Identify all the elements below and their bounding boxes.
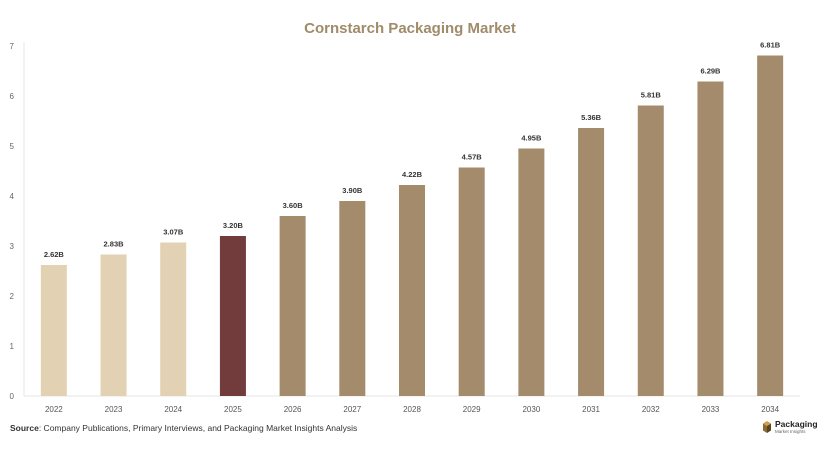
bar	[458, 167, 485, 396]
source-label: Source	[10, 423, 39, 433]
bar-value-label: 2.62B	[44, 250, 65, 259]
bar	[279, 216, 306, 396]
bar	[399, 185, 425, 396]
bar	[219, 236, 246, 396]
source-text: : Company Publications, Primary Intervie…	[38, 423, 358, 433]
bar	[637, 105, 664, 396]
x-tick-label: 2033	[702, 405, 720, 414]
brand-logo: Packaging Market Insights	[762, 420, 818, 434]
chart-title: Cornstarch Packaging Market	[304, 20, 516, 37]
y-tick-label: 7	[10, 42, 15, 51]
x-tick-label: 2031	[582, 405, 600, 414]
bar-value-label: 5.36B	[581, 113, 602, 122]
bar	[757, 55, 784, 396]
bar-value-label: 3.07B	[163, 228, 184, 237]
bar-value-label: 6.29B	[700, 67, 721, 76]
y-tick-label: 3	[10, 242, 15, 251]
bar-value-label: 3.60B	[283, 201, 304, 210]
brand-name: Packaging	[775, 419, 818, 429]
y-tick-label: 6	[10, 92, 15, 101]
bar	[40, 265, 67, 396]
x-tick-label: 2027	[343, 405, 361, 414]
x-tick-label: 2032	[642, 405, 660, 414]
bar-value-label: 4.95B	[521, 134, 542, 143]
y-tick-label: 4	[10, 192, 15, 201]
x-tick-label: 2023	[105, 405, 123, 414]
x-tick-label: 2029	[463, 405, 481, 414]
bar	[578, 128, 605, 396]
bar-value-label: 6.81B	[760, 41, 781, 50]
x-tick-label: 2025	[224, 405, 242, 414]
bar	[518, 148, 545, 396]
bar-value-label: 2.83B	[104, 240, 125, 249]
bar	[697, 81, 724, 396]
x-tick-label: 2028	[403, 405, 421, 414]
brand-subtitle: Market Insights	[775, 428, 806, 434]
x-tick-label: 2034	[761, 405, 779, 414]
x-tick-label: 2022	[45, 405, 63, 414]
source-note: Source: Company Publications, Primary In…	[10, 423, 357, 433]
bar-value-label: 4.22B	[402, 170, 423, 179]
y-tick-label: 0	[10, 392, 15, 401]
y-tick-label: 1	[10, 342, 15, 351]
y-tick-label: 2	[10, 292, 15, 301]
y-tick-label: 5	[10, 142, 15, 151]
x-tick-label: 2024	[164, 405, 182, 414]
x-tick-label: 2030	[522, 405, 540, 414]
bar	[100, 254, 127, 396]
package-box-icon	[763, 421, 771, 433]
bar	[160, 242, 187, 396]
bar	[339, 201, 366, 396]
bar-value-label: 3.90B	[342, 186, 363, 195]
bar-value-label: 3.20B	[223, 221, 244, 230]
bar-value-label: 5.81B	[641, 91, 662, 100]
bar-value-label: 4.57B	[462, 153, 483, 162]
x-tick-label: 2026	[284, 405, 302, 414]
